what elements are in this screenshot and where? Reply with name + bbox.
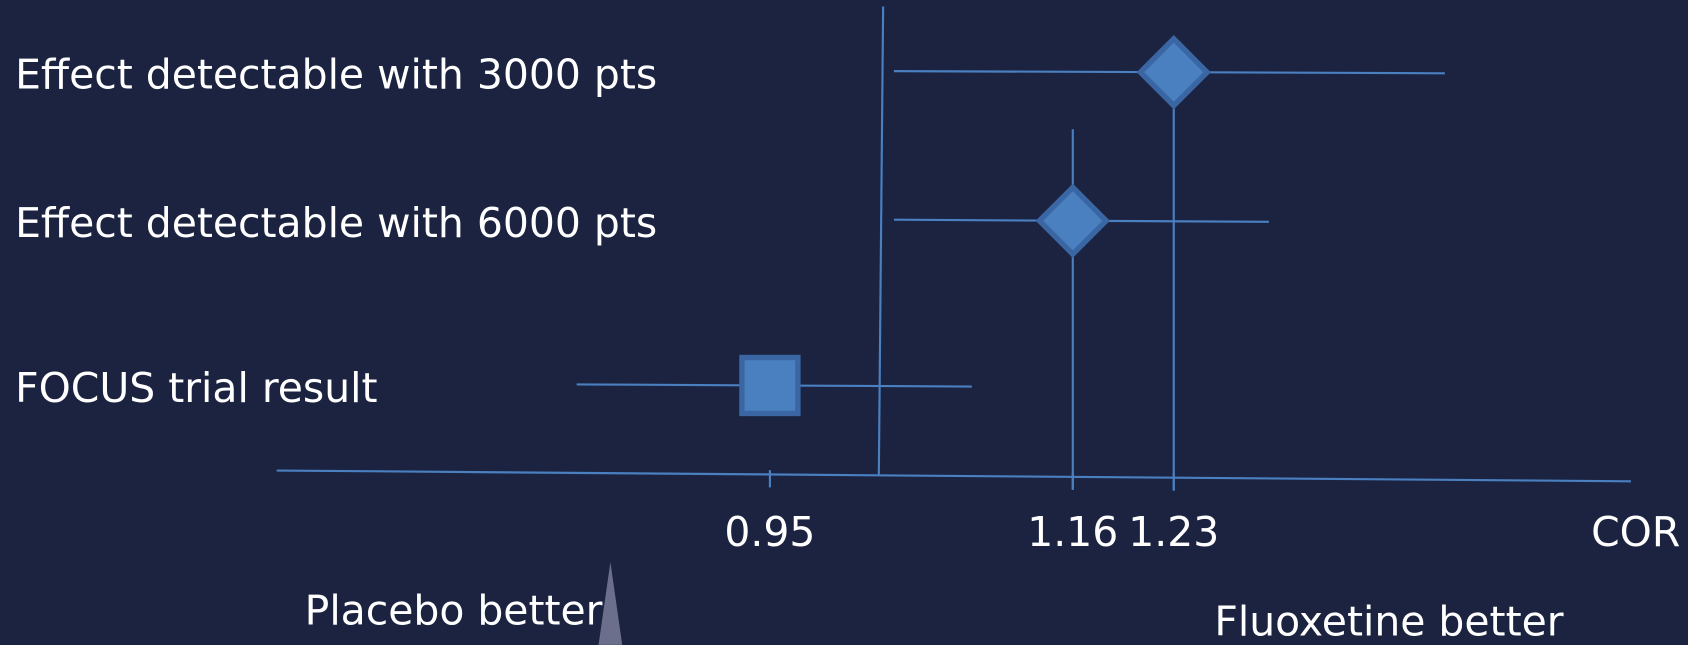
left-note: Placebo better — [305, 587, 603, 635]
estimate-diamond — [1136, 35, 1211, 110]
estimate-square — [739, 354, 801, 417]
x-axis-label: COR — [1591, 508, 1680, 556]
x-axis-line — [276, 469, 1631, 483]
pointer-shape — [598, 562, 623, 645]
row-label: Effect detectable with 6000 pts — [15, 199, 657, 247]
estimate-diamond — [1035, 183, 1110, 258]
row-label: Effect detectable with 3000 pts — [15, 51, 657, 99]
reference-line — [877, 6, 885, 476]
row-label: FOCUS trial result — [15, 364, 377, 412]
x-tick-label: 1.23 — [1128, 508, 1219, 556]
x-tick-label: 1.16 — [1027, 508, 1118, 556]
x-tick-label: 0.95 — [724, 508, 815, 556]
right-note: Fluoxetine better — [1214, 597, 1563, 645]
